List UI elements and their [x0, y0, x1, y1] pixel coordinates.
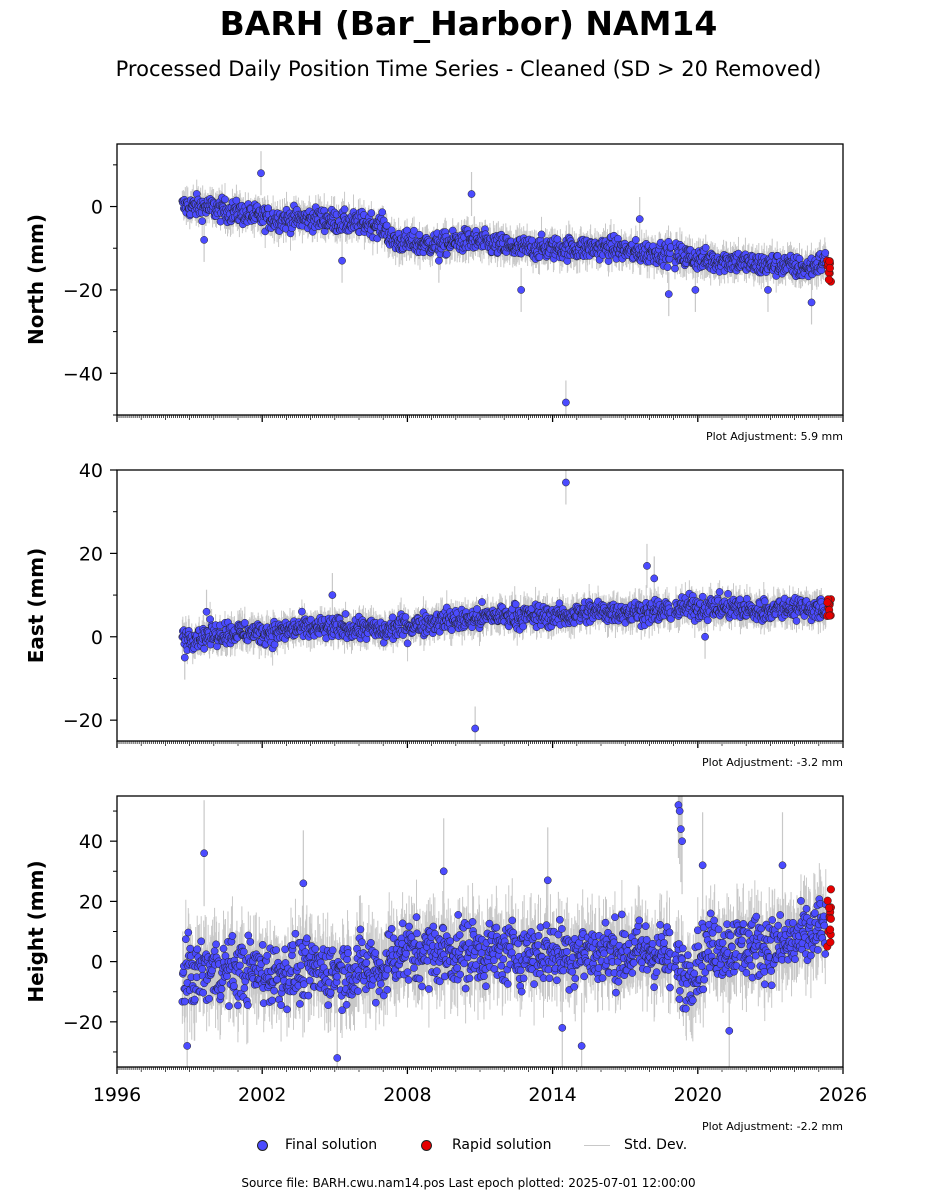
final-point: [631, 236, 640, 244]
chart-subtitle: Processed Daily Position Time Series - C…: [115, 57, 822, 81]
outlier-point: [691, 286, 700, 294]
final-point: [701, 243, 710, 252]
y-tick-label: 0: [91, 197, 103, 219]
rapid-point: [824, 275, 833, 284]
final-point: [200, 644, 209, 653]
final-point: [340, 205, 349, 214]
final-point: [663, 263, 672, 272]
outlier-point: [338, 256, 346, 265]
final-point: [403, 639, 412, 648]
outlier-point: [664, 290, 673, 298]
panel-1: 0 −20 −40 North (mm) Plot Adjustment: 5.9 mm: [24, 143, 844, 443]
final-point: [240, 619, 249, 627]
panel-data: [178, 470, 835, 741]
outlier-point: [517, 286, 525, 294]
final-point: [198, 217, 207, 225]
outlier-point: [257, 169, 265, 178]
rapid-point: [825, 264, 834, 273]
final-point: [671, 264, 679, 273]
final-point: [473, 605, 481, 613]
y-axis-label: North (mm): [24, 214, 48, 345]
panel-data: [178, 151, 835, 415]
final-point: [478, 598, 486, 606]
final-point: [511, 600, 520, 609]
rapid-point: [825, 257, 834, 266]
final-point: [367, 209, 376, 217]
final-points: [178, 169, 830, 407]
stddev-bars: [181, 151, 827, 415]
final-point: [401, 613, 410, 621]
final-point: [221, 195, 229, 204]
final-point: [415, 230, 424, 239]
outlier-point: [635, 215, 644, 223]
outlier-point: [200, 236, 208, 244]
final-point: [298, 607, 306, 616]
outlier-point: [435, 256, 443, 265]
outlier-point: [562, 398, 570, 407]
outlier-point: [807, 298, 816, 307]
outlier-point: [764, 286, 772, 294]
outlier-point: [467, 190, 476, 198]
final-point: [519, 622, 528, 631]
plot-adjustment-label: Plot Adjustment: 5.9 mm: [706, 430, 843, 443]
chart-title: BARH (Bar_Harbor) NAM14: [219, 4, 718, 43]
final-point: [232, 196, 241, 205]
final-point: [410, 226, 418, 235]
final-point: [821, 249, 830, 257]
final-point: [442, 250, 451, 259]
y-tick-label: −40: [63, 363, 103, 385]
final-point: [341, 610, 350, 618]
final-point: [382, 221, 391, 230]
final-point: [537, 230, 546, 239]
y-tick-label: −20: [63, 280, 103, 302]
final-point: [378, 208, 387, 217]
rapid-points: [823, 256, 835, 286]
final-points: [178, 478, 830, 733]
